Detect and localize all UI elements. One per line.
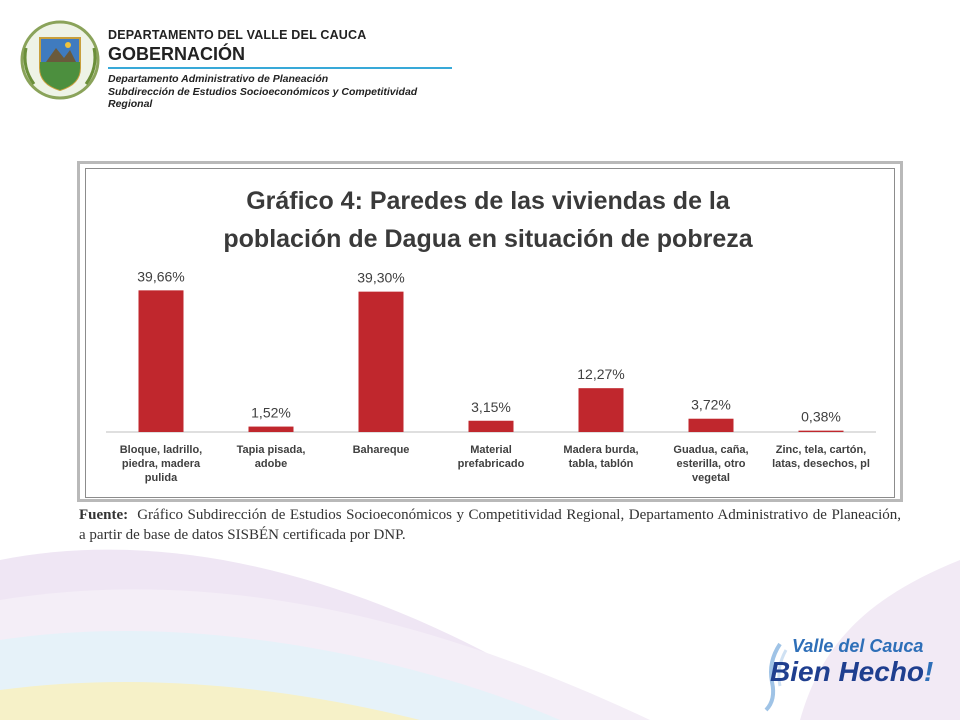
header-block: DEPARTAMENTO DEL VALLE DEL CAUCA GOBERNA… [108,28,458,110]
category-label-5: Guadua, caña, esterilla, otro vegetal [673,444,748,484]
valle-del-cauca-logo: Valle del Cauca Bien Hecho! [762,636,952,716]
chart-title: Gráfico 4: Paredes de las viviendas de l… [80,182,896,258]
data-label-3: 3,15% [471,399,511,415]
source-prefix: Fuente: [79,507,129,523]
data-label-4: 12,27% [577,366,624,382]
gobernacion-title: GOBERNACIÓN [108,44,246,64]
category-label-3: Material prefabricado [458,444,525,470]
data-label-1: 1,52% [251,405,291,421]
bar-1 [248,426,294,432]
logo-exclamation: ! [924,656,934,687]
chart-title-line-2: población de Dagua en situación de pobre… [223,225,753,253]
hand-swoosh-icon [764,642,788,712]
chart-title-line-1: Gráfico 4: Paredes de las viviendas de l… [246,187,730,215]
bar-2 [358,291,404,432]
header-subtitle-1: Departamento Administrativo de Planeació… [108,73,329,85]
chart-plot-border [85,168,895,498]
category-label-4: Madera burda, tabla, tablón [563,444,638,470]
chart-frame: Gráfico 4: Paredes de las viviendas de l… [77,161,903,502]
department-title: DEPARTAMENTO DEL VALLE DEL CAUCA [108,28,367,42]
bar-4 [578,388,624,432]
coat-of-arms-icon [20,20,100,100]
header-subtitle-2: Subdirección de Estudios Socioeconómicos… [108,86,418,110]
data-label-0: 39,66% [137,268,184,284]
logo-line-1: Valle del Cauca [792,636,924,656]
logo-bien-hecho: Bien Hecho [770,656,925,687]
logo-line-2: Bien Hecho! [770,656,933,688]
data-label-5: 3,72% [691,397,731,413]
data-label-2: 39,30% [357,270,404,286]
category-label-6: Zinc, tela, cartón, latas, desechos, pl [772,444,870,470]
source-note: Fuente: Gráfico Subdirección de Estudios… [79,505,901,545]
source-text: Gráfico Subdirección de Estudios Socioec… [79,507,901,543]
bar-chart: 39,66% Bloque, ladrillo, piedra, madera pul… [106,268,876,484]
data-label-6: 0,38% [801,409,841,425]
header-divider [108,67,452,69]
category-label-1: Tapia pisada, adobe [237,444,306,470]
bar-6 [798,430,844,432]
bar-3 [468,420,514,432]
category-label-0: Bloque, ladrillo, piedra, madera pulida [120,444,203,484]
category-label-2: Bahareque [353,444,410,456]
bar-0 [138,290,184,432]
bar-5 [688,418,734,432]
